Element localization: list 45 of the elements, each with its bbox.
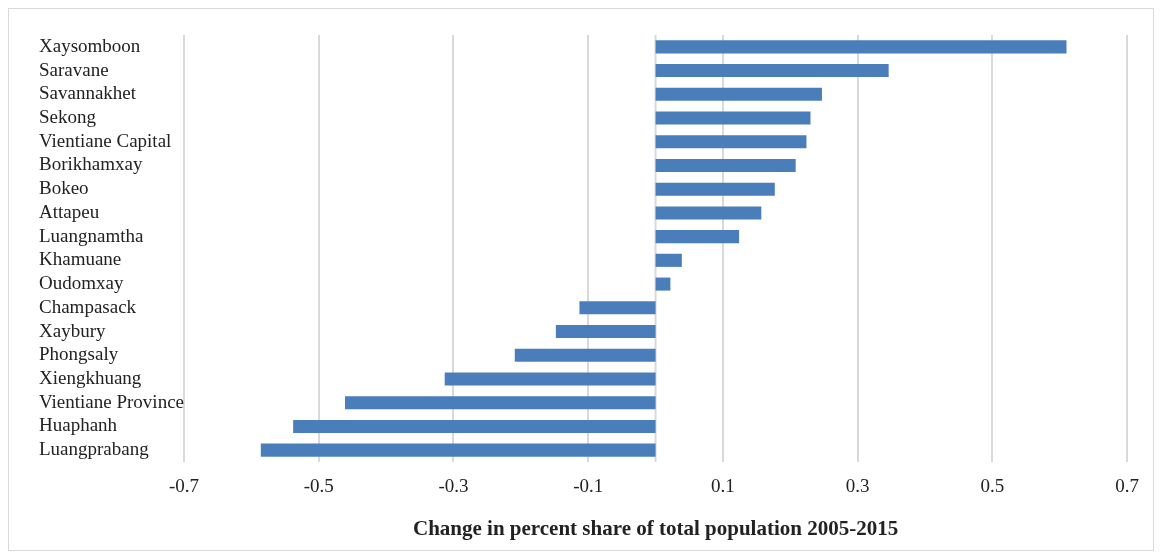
y-tick-label: Saravane xyxy=(39,58,109,80)
y-tick-label: Xiengkhuang xyxy=(39,366,142,388)
x-tick-label: 0.5 xyxy=(980,475,1005,497)
y-tick-label: Xaysomboon xyxy=(39,34,141,56)
bar xyxy=(655,87,822,101)
y-tick-label: Bokeo xyxy=(39,177,89,199)
y-tick-label: Vientiane Province xyxy=(39,390,185,412)
y-tick-label: Xaybury xyxy=(39,319,106,341)
y-tick-label: Luangnamtha xyxy=(39,224,145,246)
bar xyxy=(444,372,656,386)
x-axis-title: Change in percent share of total population 2005-2015 xyxy=(412,515,899,540)
bar xyxy=(514,348,656,362)
y-tick-label: Phongsaly xyxy=(39,343,119,365)
y-tick-label: Sekong xyxy=(39,106,97,128)
bar xyxy=(655,277,671,291)
y-tick-label: Luangprabang xyxy=(39,438,150,460)
bar xyxy=(579,301,656,315)
bar xyxy=(293,419,656,433)
x-tick-label: -0.7 xyxy=(168,475,200,497)
x-tick-label: -0.3 xyxy=(438,475,469,497)
bar xyxy=(655,64,889,78)
bar xyxy=(655,135,807,149)
bar xyxy=(655,158,796,172)
y-tick-label: Borikhamxay xyxy=(39,153,143,175)
bar xyxy=(555,325,656,339)
bar xyxy=(260,443,656,457)
bar xyxy=(345,396,656,410)
y-tick-label: Khamuane xyxy=(39,248,122,270)
x-tick-label: -0.5 xyxy=(303,475,334,497)
y-tick-label: Champasack xyxy=(39,295,137,317)
y-tick-label: Attapeu xyxy=(39,200,100,222)
bar xyxy=(655,182,775,196)
bar xyxy=(655,253,682,267)
y-tick-label: Vientiane Capital xyxy=(39,129,172,151)
bar xyxy=(655,111,811,125)
bar xyxy=(655,230,740,244)
y-tick-label: Oudomxay xyxy=(39,272,124,294)
y-tick-label: Savannakhet xyxy=(39,82,137,104)
x-tick-label: 0.3 xyxy=(845,475,870,497)
bar xyxy=(655,40,1067,54)
x-tick-label: -0.1 xyxy=(573,475,604,497)
x-tick-label: 0.7 xyxy=(1115,475,1139,497)
y-tick-label: Huaphanh xyxy=(39,414,118,436)
bar xyxy=(655,206,762,220)
x-tick-label: 0.1 xyxy=(711,475,735,497)
